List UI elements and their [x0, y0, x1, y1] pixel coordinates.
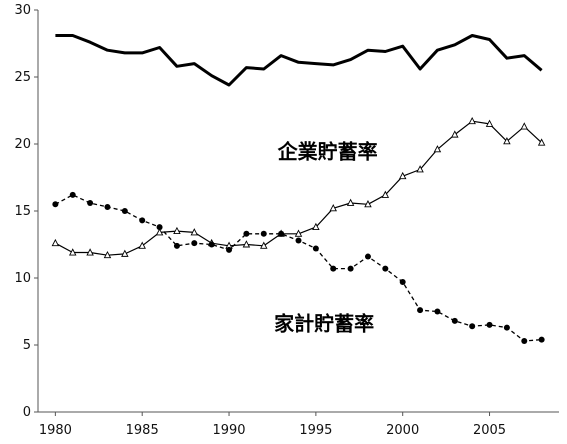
- data-point: [138, 241, 146, 249]
- data-point: [295, 237, 302, 244]
- data-point: [330, 265, 337, 272]
- series-3: [52, 191, 545, 344]
- y-tick-label: 10: [14, 271, 31, 286]
- data-point: [347, 265, 354, 272]
- y-tick-label: 15: [14, 204, 31, 219]
- data-point: [312, 245, 319, 252]
- y-tick-label: 20: [14, 137, 31, 152]
- data-point: [103, 250, 112, 259]
- data-point: [260, 230, 267, 237]
- data-point: [399, 279, 406, 286]
- data-point: [68, 248, 77, 256]
- data-point: [346, 198, 355, 206]
- data-point: [69, 191, 76, 198]
- y-tick-label: 0: [23, 405, 31, 420]
- data-point: [364, 253, 371, 260]
- data-point: [468, 116, 476, 125]
- data-point: [329, 204, 337, 212]
- data-point: [416, 165, 424, 173]
- data-point: [208, 241, 215, 248]
- x-tick-label: 2000: [386, 423, 419, 438]
- y-tick-label: 5: [23, 338, 31, 353]
- data-point: [521, 337, 528, 344]
- data-point: [173, 226, 181, 235]
- x-tick-label: 1995: [299, 423, 332, 438]
- annotation-layer: 企業貯蓄率 家計貯蓄率: [274, 140, 377, 336]
- data-point: [312, 222, 320, 231]
- data-point: [294, 229, 303, 237]
- data-point: [364, 200, 372, 208]
- data-point: [451, 130, 459, 138]
- data-point: [155, 228, 164, 236]
- series-layer: [51, 34, 546, 344]
- x-tick-label: 2005: [473, 423, 506, 438]
- x-tick-label: 1980: [39, 423, 72, 438]
- data-point: [503, 137, 511, 145]
- y-tick-label: 30: [14, 3, 31, 18]
- data-point: [226, 246, 233, 253]
- data-point: [382, 265, 389, 272]
- data-point: [121, 208, 128, 214]
- annotation-household-savings-rate: 家計貯蓄率: [274, 311, 374, 335]
- y-tick-label: 25: [14, 70, 31, 85]
- x-tick-label: 1985: [126, 423, 159, 438]
- data-point: [260, 241, 268, 249]
- data-point: [190, 228, 199, 236]
- axes: 0 5 10 15 20 25 30 1980 1985 1990 1995 2000 2005: [14, 3, 559, 438]
- series-2: [51, 116, 546, 259]
- data-point: [278, 230, 285, 237]
- data-point: [381, 190, 390, 198]
- annotation-corporate-savings-rate: 企業貯蓄率: [277, 140, 378, 164]
- data-point: [538, 336, 545, 343]
- data-point: [434, 308, 441, 315]
- data-point: [173, 242, 180, 249]
- data-point: [242, 240, 251, 248]
- data-point: [485, 119, 494, 127]
- data-point: [433, 145, 442, 153]
- data-point: [104, 203, 111, 210]
- data-point: [520, 122, 529, 130]
- data-point: [139, 217, 146, 224]
- data-point: [87, 199, 94, 206]
- data-point: [469, 323, 476, 330]
- x-tick-label: 1990: [212, 423, 245, 438]
- data-point: [52, 201, 59, 208]
- data-point: [156, 224, 163, 231]
- series-line: [55, 34, 543, 87]
- data-point: [486, 321, 493, 328]
- series-1: [55, 34, 543, 87]
- data-point: [86, 248, 94, 256]
- data-point: [51, 238, 60, 247]
- data-point: [191, 240, 198, 247]
- data-point: [503, 324, 510, 331]
- data-point: [243, 230, 250, 237]
- data-point: [537, 138, 546, 146]
- data-point: [417, 307, 424, 314]
- data-point: [398, 171, 407, 180]
- data-point: [451, 317, 458, 324]
- data-point: [121, 249, 129, 257]
